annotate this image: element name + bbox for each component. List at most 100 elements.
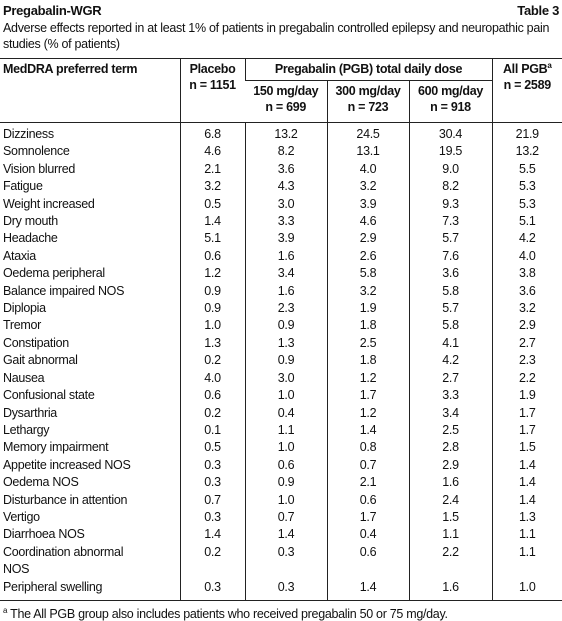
value-cell: 2.4 (408, 491, 492, 509)
term-cell: Diplopia (3, 301, 46, 316)
row: Dysarthria 0.2 0.4 1.2 3.4 1.7 (0, 404, 562, 422)
value-cell: 0.6 (326, 491, 409, 509)
value-cell: 1.1 (491, 543, 562, 579)
term-cell: Appetite increased NOS (3, 457, 131, 472)
value-cell: 5.7 (408, 230, 492, 248)
row: Ataxia 0.6 1.6 2.6 7.6 4.0 (0, 247, 562, 266)
value-cell: 3.6 (408, 265, 492, 283)
value-cell: 2.2 (408, 543, 492, 579)
value-cell: 1.1 (491, 526, 562, 544)
value-cell: 8.2 (408, 178, 492, 196)
value-cell: 24.5 (326, 122, 409, 144)
value-cell: 1.0 (491, 578, 562, 601)
value-cell: 1.4 (179, 526, 245, 544)
value-cell: 0.9 (244, 352, 327, 370)
value-cell: 0.3 (179, 578, 245, 601)
column-header: 300 mg/day n = 723 (326, 80, 409, 123)
row: Vision blurred 2.1 3.6 4.0 9.0 5.5 (0, 160, 562, 179)
value-cell: 5.7 (408, 300, 492, 318)
value-cell: 1.0 (179, 317, 245, 335)
label: Placebo (189, 62, 236, 76)
row: Diplopia 0.9 2.3 1.9 5.7 3.2 (0, 300, 562, 318)
term-cell: Somnolence (3, 144, 70, 159)
value-cell: 1.4 (326, 578, 409, 601)
term-cell: Nausea (3, 370, 45, 385)
value-cell: 13.2 (491, 143, 562, 161)
value-cell: 0.5 (179, 439, 245, 457)
value-cell: 4.0 (179, 369, 245, 388)
label: All PGB (502, 62, 548, 76)
value-cell: 4.1 (408, 334, 492, 353)
value-cell: 1.3 (179, 334, 245, 353)
row: Lethargy 0.1 1.1 1.4 2.5 1.7 (0, 421, 562, 440)
header: Pregabalin-WGR Table 3 Adverse effects r… (0, 0, 562, 58)
value-cell: 5.8 (326, 265, 409, 283)
table-number: Table 3 (517, 3, 559, 18)
value-cell: 0.6 (179, 387, 245, 405)
footnote-text: The All PGB group also includes patients… (10, 606, 448, 621)
value-cell: 2.3 (244, 300, 327, 318)
value-cell: 1.7 (326, 508, 409, 527)
term-cell: Headache (3, 231, 58, 246)
row: Appetite increased NOS 0.3 0.6 0.7 2.9 1.4 (0, 456, 562, 475)
value-cell: 5.1 (179, 230, 245, 248)
label: 600 mg/day (417, 84, 484, 98)
term-cell: Peripheral swelling (0, 578, 180, 601)
value-cell: 1.8 (326, 352, 409, 370)
value-cell: 2.3 (491, 352, 562, 370)
value-cell: 1.7 (491, 421, 562, 440)
table-head: MedDRA preferred term Placebo n = 1151 Pr… (0, 58, 562, 123)
value-cell: 2.8 (408, 439, 492, 457)
value-cell: 19.5 (408, 143, 492, 161)
value-cell: 2.9 (408, 456, 492, 475)
note-marker: a (3, 605, 8, 615)
value-cell: 1.0 (244, 439, 327, 457)
term-cell: Oedema peripheral (3, 266, 105, 281)
term-cell: Dry mouth (3, 214, 58, 229)
value-cell: 1.4 (491, 474, 562, 492)
value-cell: 0.4 (326, 526, 409, 544)
row: Fatigue 3.2 4.3 3.2 8.2 5.3 (0, 178, 562, 196)
row: Somnolence 4.6 8.2 13.1 19.5 13.2 (0, 143, 562, 161)
value-cell: 1.6 (244, 282, 327, 301)
term-cell: Lethargy (3, 422, 50, 437)
term-cell: Fatigue (3, 179, 43, 194)
row: Headache 5.1 3.9 2.9 5.7 4.2 (0, 230, 562, 248)
value-cell: 2.5 (326, 334, 409, 353)
value-cell: 1.6 (408, 578, 492, 601)
value-cell: 3.6 (244, 160, 327, 179)
value-cell: 1.5 (491, 439, 562, 457)
row: Nausea 4.0 3.0 1.2 2.7 2.2 (0, 369, 562, 388)
column-header: MedDRA preferred term (0, 58, 180, 123)
value-cell: 0.6 (179, 247, 245, 266)
row: Memory impairment 0.5 1.0 0.8 2.8 1.5 (0, 439, 562, 457)
column-header: Placebo n = 1151 (179, 58, 245, 123)
value-cell: 0.2 (179, 543, 245, 579)
n: n = 699 (265, 100, 307, 114)
value-cell: 3.9 (244, 230, 327, 248)
value-cell: 1.4 (491, 456, 562, 475)
row: Balance impaired NOS 0.9 1.6 3.2 5.8 3.6 (0, 282, 562, 301)
label: 300 mg/day (335, 84, 401, 98)
column-header: All PGBa n = 2589 (491, 58, 562, 123)
label: 150 mg/day (253, 84, 319, 98)
value-cell: 3.2 (179, 178, 245, 196)
row: Disturbance in attention 0.7 1.0 0.6 2.4 1.4 (0, 491, 562, 509)
value-cell: 0.8 (326, 439, 409, 457)
value-cell: 5.8 (408, 282, 492, 301)
value-cell: 1.4 (326, 421, 409, 440)
value-cell: 1.4 (244, 526, 327, 544)
value-cell: 2.7 (491, 334, 562, 353)
term-cell: Coordination abnormal NOS (3, 544, 124, 577)
value-cell: 4.6 (326, 213, 409, 231)
value-cell: 4.6 (179, 143, 245, 161)
value-cell: 7.6 (408, 247, 492, 266)
value-cell: 1.5 (408, 508, 492, 527)
term-cell: Balance impaired NOS (3, 283, 125, 298)
value-cell: 0.3 (179, 508, 245, 527)
value-cell: 3.2 (326, 282, 409, 301)
value-cell: 4.2 (408, 352, 492, 370)
value-cell: 0.2 (179, 404, 245, 422)
row: Peripheral swelling 0.3 0.3 1.4 1.6 1.0 (0, 578, 562, 601)
row: Oedema peripheral 1.2 3.4 5.8 3.6 3.8 (0, 265, 562, 283)
